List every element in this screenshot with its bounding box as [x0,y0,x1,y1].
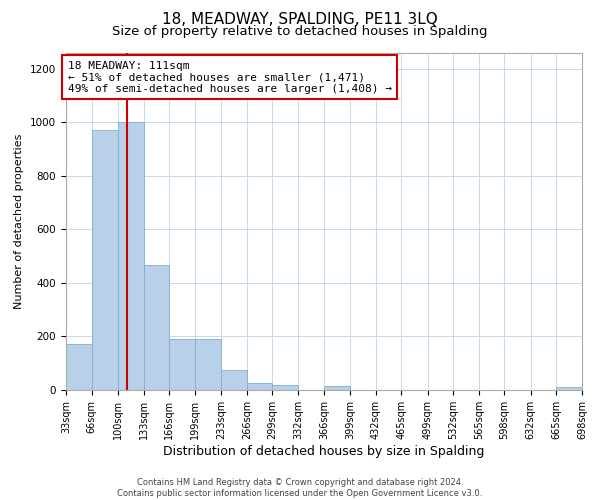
Bar [556,388,582,390]
Bar [66,344,92,390]
Text: Contains HM Land Registry data © Crown copyright and database right 2024.
Contai: Contains HM Land Registry data © Crown c… [118,478,482,498]
Bar [92,130,118,390]
Bar [247,384,272,390]
Text: 18, MEADWAY, SPALDING, PE11 3LQ: 18, MEADWAY, SPALDING, PE11 3LQ [162,12,438,28]
Text: Size of property relative to detached houses in Spalding: Size of property relative to detached ho… [112,25,488,38]
Bar [221,370,247,390]
Bar [195,339,221,390]
X-axis label: Distribution of detached houses by size in Spalding: Distribution of detached houses by size … [163,444,485,458]
Bar [272,384,298,390]
Bar [143,266,169,390]
Text: 18 MEADWAY: 111sqm
← 51% of detached houses are smaller (1,471)
49% of semi-deta: 18 MEADWAY: 111sqm ← 51% of detached hou… [68,60,392,94]
Bar [325,386,350,390]
Y-axis label: Number of detached properties: Number of detached properties [14,134,25,309]
Bar [118,122,143,390]
Bar [169,339,195,390]
